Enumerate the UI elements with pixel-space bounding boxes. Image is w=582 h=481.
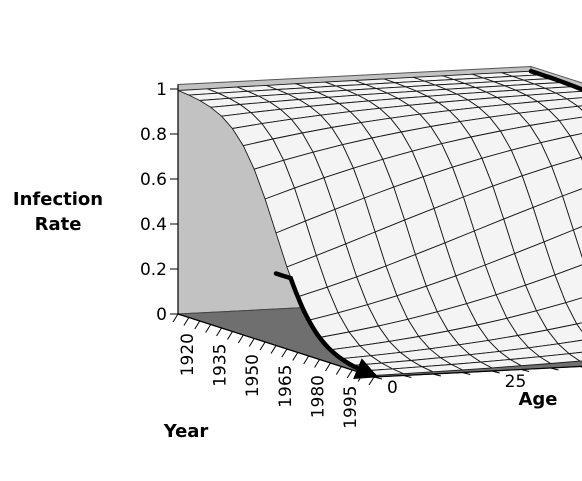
year-minor-tick [227,331,233,340]
z-tick-label: 0.4 [140,215,167,235]
age-minor-tick [550,367,559,371]
surface-mesh [177,70,582,376]
year-minor-tick [172,313,179,323]
year-minor-tick [194,320,201,330]
year-minor-tick [237,334,244,344]
year-minor-tick [314,359,320,368]
year-tick-label: 1965 [276,365,296,408]
year-minor-tick [205,324,212,333]
trajectory-arrow [273,271,379,379]
year-minor-tick [281,348,288,358]
year-minor-tick [216,327,222,337]
y-axis-title: Age [518,389,557,410]
z-tick-label: 1 [156,80,167,100]
axis-ticks: 0 0.2 0.4 0.6 0.8 1 1920 1935 1950 1965 1980 1995 0 2… [140,80,582,429]
age-minor-tick [520,369,530,372]
year-minor-tick [303,355,310,365]
trajectory-arrow [528,68,582,93]
age-minor-tick [403,375,412,378]
year-minor-tick [248,338,255,347]
year-minor-tick [270,345,277,354]
year-minor-tick [183,317,190,326]
z-tick-label: 0.6 [140,170,167,190]
year-tick-label: 1995 [341,386,361,429]
year-minor-tick [346,369,353,379]
age-minor-tick [373,376,383,380]
x-axis-title: Year [163,421,209,442]
age-minor-tick [432,373,441,377]
age-minor-tick [491,370,500,374]
year-minor-tick [357,373,364,382]
age-tick-label: 0 [387,378,398,398]
year-minor-tick [335,366,342,375]
z-tick-label: 0.8 [140,125,167,145]
trajectory-arrows [273,68,582,379]
year-tick-label: 1920 [178,333,198,376]
z-axis-title-line1: Infection [13,189,103,210]
z-tick-label: 0.2 [140,260,167,280]
z-tick-label: 0 [156,305,167,325]
z-axis-title-line2: Rate [35,214,82,235]
year-minor-tick [292,352,299,361]
age-minor-tick [462,372,471,375]
year-minor-tick [368,376,375,386]
year-tick-label: 1935 [210,344,230,387]
age-tick-label: 25 [505,372,527,392]
year-tick-label: 1950 [243,354,263,397]
year-tick-label: 1980 [308,375,328,418]
year-minor-tick [259,341,266,351]
year-minor-tick [325,362,331,372]
age-minor-tick [579,366,582,368]
